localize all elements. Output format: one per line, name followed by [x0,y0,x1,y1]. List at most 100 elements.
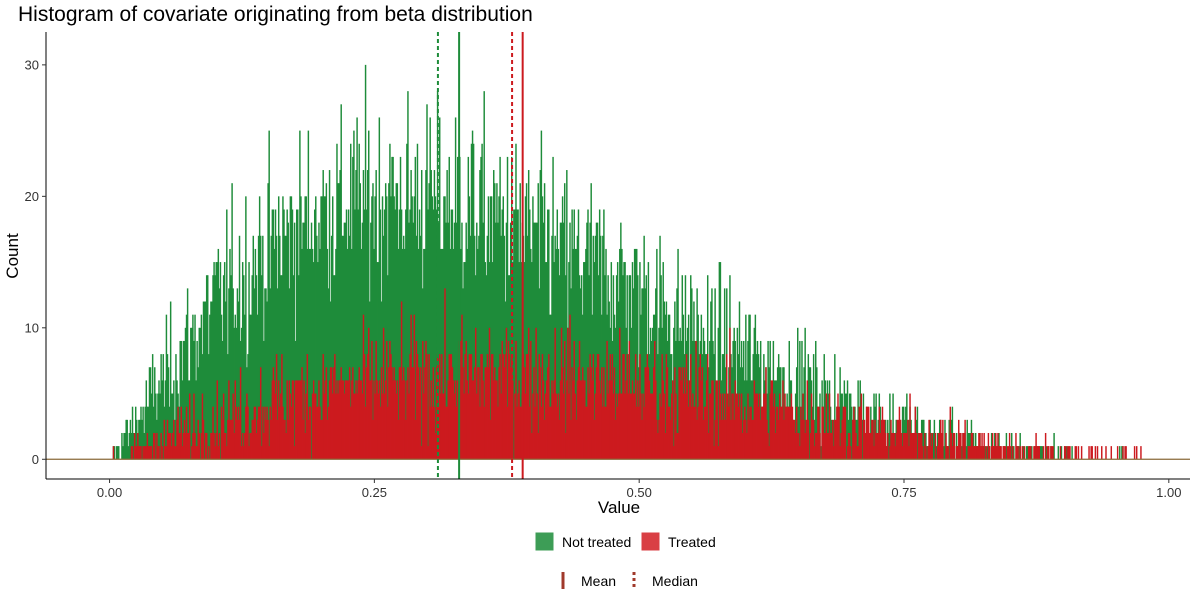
histogram-bar [894,446,896,460]
histogram-bar [822,406,824,460]
histogram-bar [292,380,295,460]
histogram-bar [856,446,858,460]
histogram-bar [487,367,490,460]
histogram-bar [742,419,745,460]
histogram-bar [905,432,907,460]
ticks: 0.00 0.25 0.50 0.75 1.00 0 10 20 30 [25,57,1182,500]
histogram-bar [967,446,970,460]
histogram-bar [211,432,213,460]
histogram-bar [1124,446,1126,460]
histogram-bar [747,393,749,460]
histogram-bar [426,104,428,460]
histogram-bar [922,419,924,460]
histogram-bar [132,432,135,460]
histogram-bar [803,419,805,460]
histogram-bar [162,354,164,460]
histogram-bar [566,170,568,460]
histogram-bar [735,393,738,460]
histogram-bar [412,222,414,460]
histogram-bar [414,419,417,460]
histogram-bar [762,406,764,460]
histogram-bar [496,183,498,460]
histogram-bar [310,222,313,460]
histogram-bar [1000,446,1002,460]
histogram-bar [513,209,515,460]
histogram-bar [865,406,868,460]
histogram-bar [621,393,623,460]
histogram-bar [902,406,905,460]
histogram-bar [163,419,166,460]
histogram-bar [1041,446,1044,460]
histogram-bar [274,393,277,460]
histogram-bar [195,446,197,460]
histogram-bar [376,262,378,460]
histogram-bar [320,419,322,460]
histogram-bar [471,130,474,460]
histogram-bar [386,196,388,460]
histogram-bar [819,393,821,460]
histogram-bar [497,222,499,460]
histogram-bar [667,406,670,460]
histogram-bar [859,406,861,460]
histogram-bar [540,406,543,460]
histogram-bar [577,367,580,460]
histogram-bar [660,406,662,460]
histogram-bar [576,380,579,460]
histogram-bar [282,196,284,460]
histogram-bar [302,419,304,460]
histogram-bar [663,301,666,460]
histogram-bar [288,288,291,460]
histogram-bar [358,367,360,460]
histogram-bar [917,432,920,460]
histogram-bar [988,446,991,460]
histogram-bar [377,262,380,460]
histogram-bar [678,367,680,460]
histogram-bar [479,406,481,460]
histogram-bar [806,380,809,460]
histogram-bar [908,419,910,460]
histogram-bar [215,262,217,460]
histogram-bar [289,393,292,460]
histogram-bar [486,235,489,460]
histogram-bar [767,340,769,460]
histogram-bar [534,222,536,460]
histogram-bar [440,248,442,460]
histogram-bar [1088,446,1090,460]
histogram-bar [405,419,407,460]
histogram-bar [365,367,368,460]
histogram-bar [212,406,214,460]
histogram-bar [317,406,319,460]
histogram-bar [467,393,470,460]
histogram-bar [829,432,832,460]
histogram-bar [590,183,592,460]
histogram-bar [187,380,190,460]
histogram-bar [465,222,467,460]
histogram-bar [862,419,865,460]
histogram-bar [716,380,718,460]
histogram-bar [426,354,428,460]
y-tick-label: 10 [25,320,39,335]
histogram-bar [410,314,412,460]
histogram-bar [649,393,652,460]
histogram-bar [450,209,453,460]
histogram-bar [166,419,169,460]
histogram-bar [524,196,527,460]
histogram-bar [938,432,941,460]
histogram-bar [280,275,282,460]
histogram-bar [606,340,608,460]
histogram-bar [548,209,550,460]
histogram-bar [137,432,139,460]
histogram-bar [154,367,156,460]
histogram-bar [1059,446,1062,460]
histogram-bar [438,117,441,460]
histogram-bar [571,367,573,460]
histogram-bar [807,354,810,460]
histogram-bar [287,222,289,460]
histogram-bar [250,314,252,460]
histogram-bar [316,406,318,460]
x-tick-label: 1.00 [1156,485,1181,500]
histogram-bar [717,446,720,460]
histogram-bar [960,432,962,460]
histogram-bar [555,248,557,460]
